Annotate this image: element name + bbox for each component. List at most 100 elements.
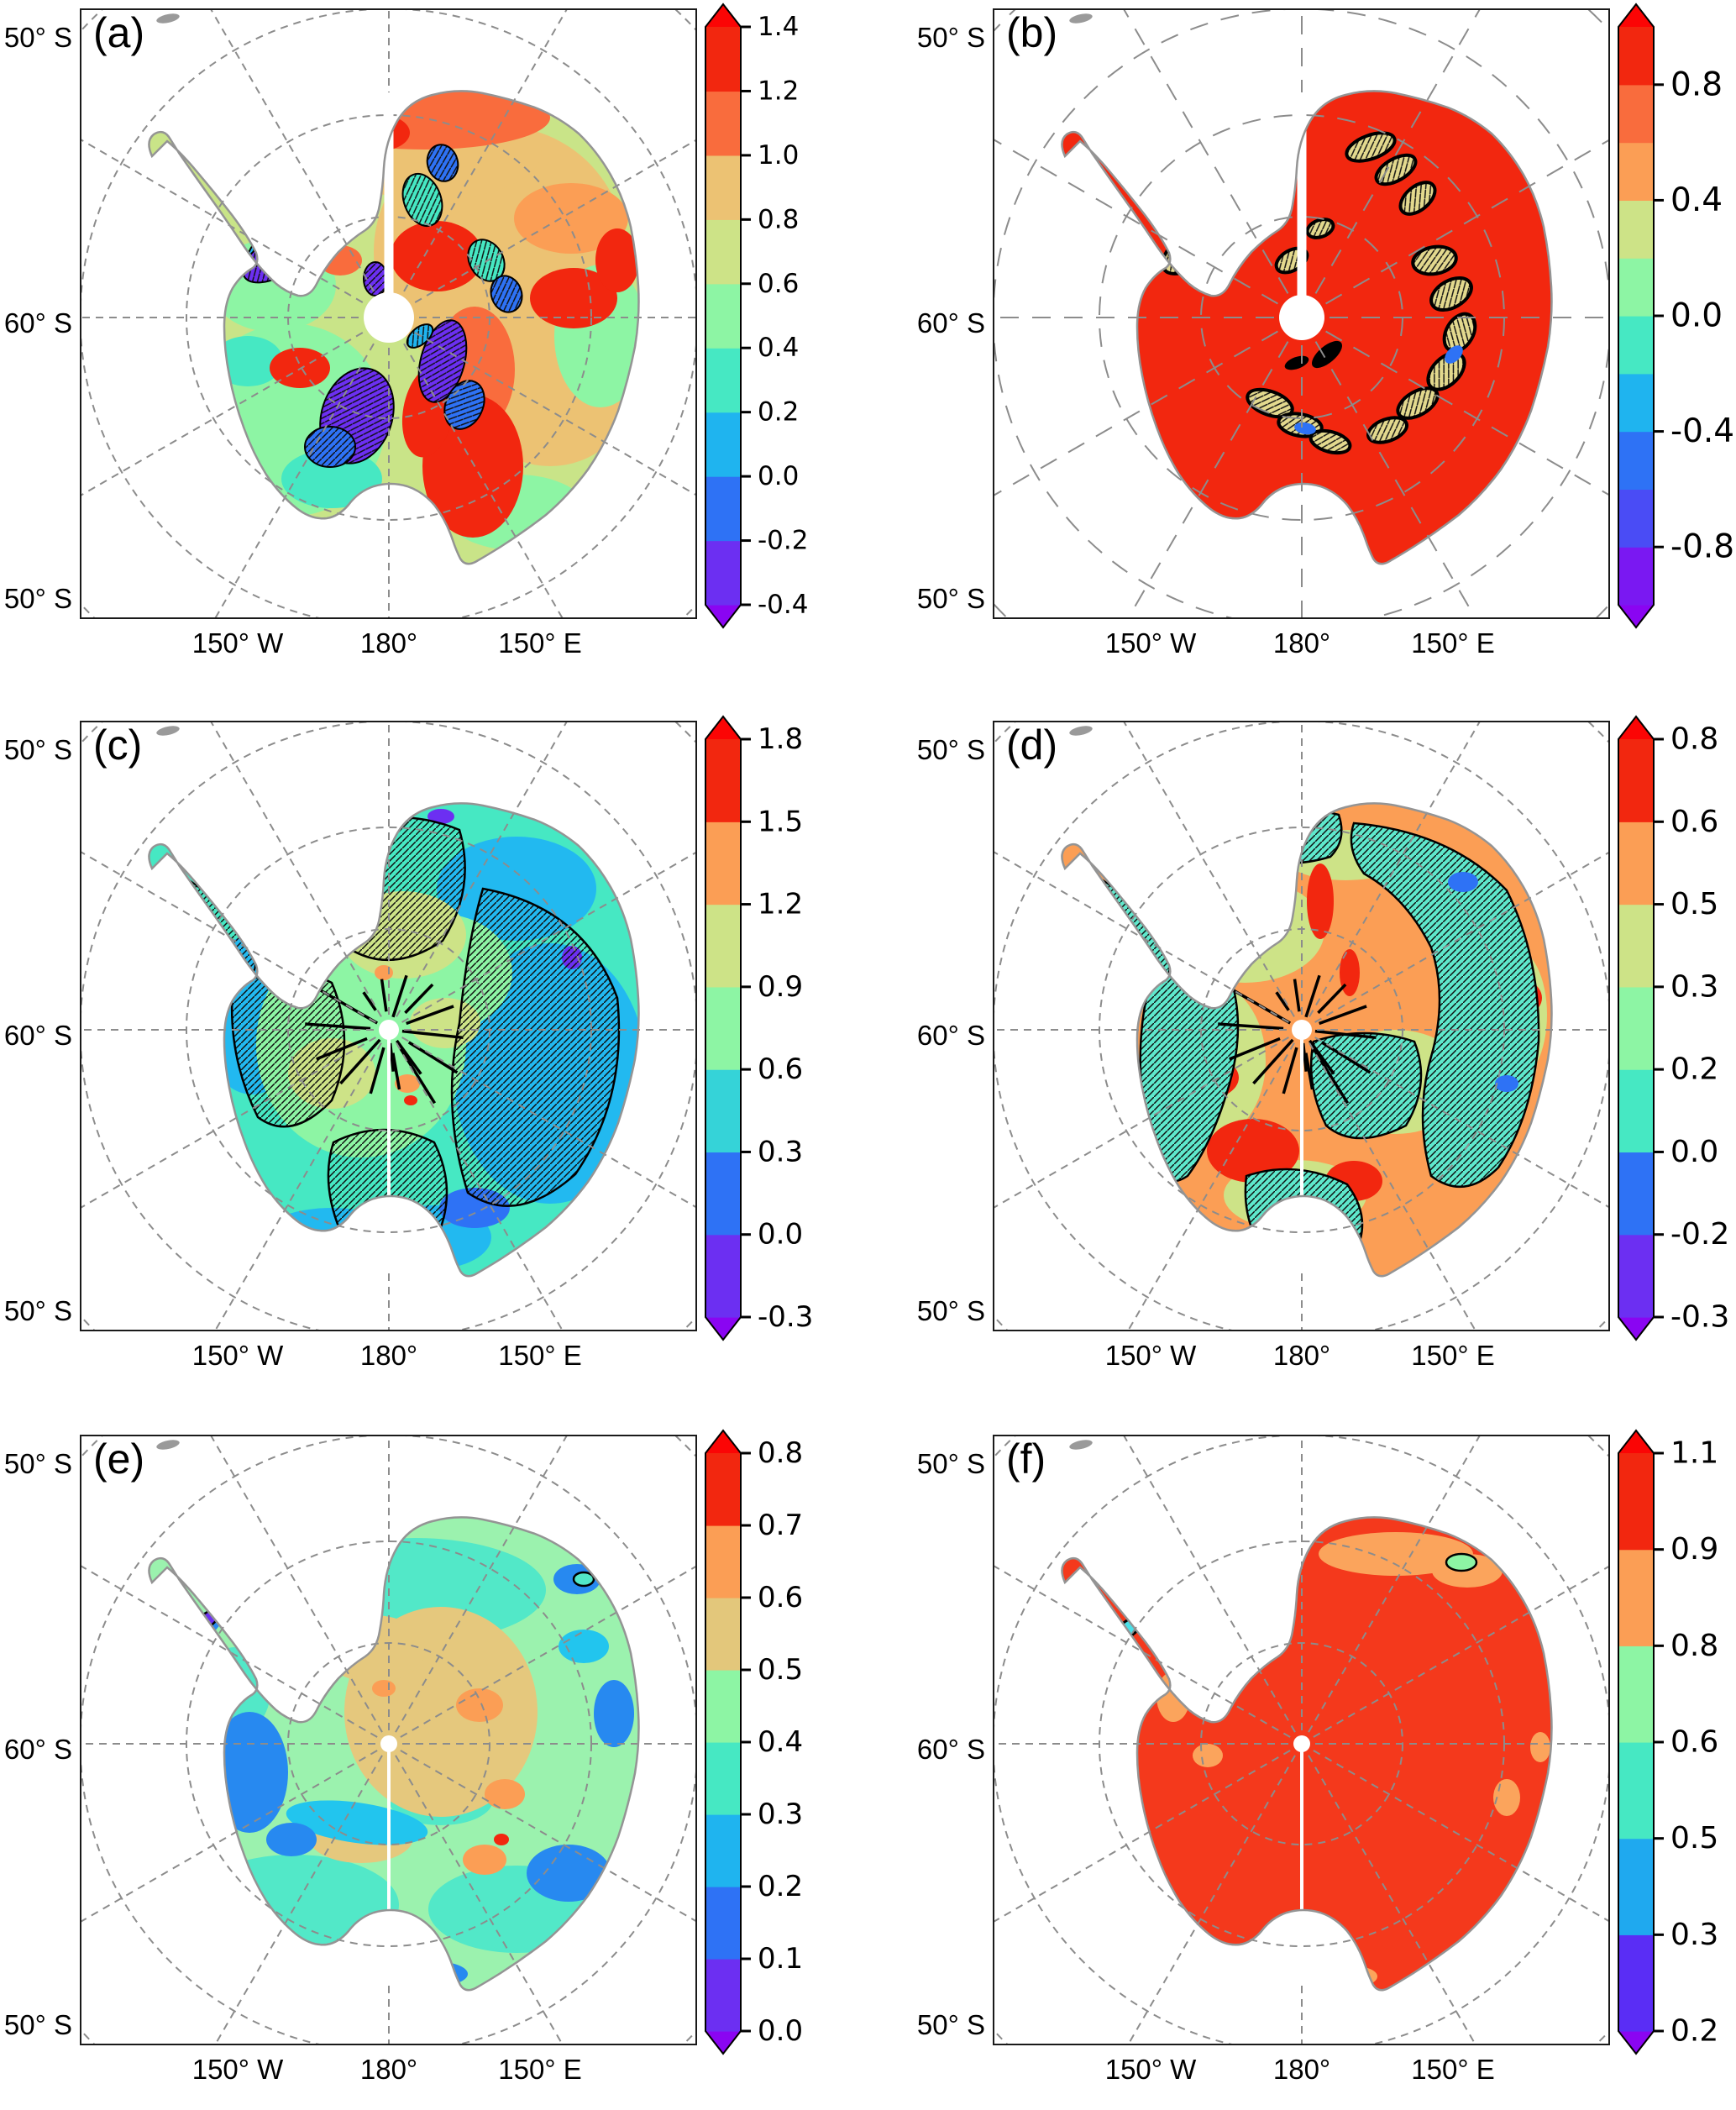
x-tick-label: 150° W (1104, 627, 1197, 659)
colorbar-tick-label: 0.2 (758, 397, 799, 428)
y-tick-label: 50° S (916, 583, 985, 614)
meridian-gap (1300, 1744, 1303, 1983)
colorbar-segment (705, 1453, 741, 1526)
colorbar-bottom-arrow (1618, 605, 1654, 627)
colorbar-tick-label: -0.8 (1670, 528, 1734, 566)
colorbar-top-arrow (1618, 1430, 1654, 1453)
colorbar-tick-label: 0.6 (758, 1052, 803, 1086)
colorbar-segment (1618, 1742, 1654, 1840)
colorbar-top-arrow (705, 4, 741, 27)
colorbar-tick-label: 1.2 (758, 888, 803, 921)
colorbar-segment (705, 986, 741, 1070)
panel-border (993, 1435, 1610, 2045)
y-tick-label: 50° S (916, 734, 985, 765)
colorbar-tick-label: 0.0 (1670, 297, 1723, 335)
meridian-gap (387, 1744, 391, 1983)
colorbar-b: -0.8 -0.4 0.0 0.4 0.8 (1618, 3, 1734, 629)
colorbar-segment (1618, 431, 1654, 490)
y-tick-label: 60° S (916, 1020, 985, 1051)
panel-letter-e: (e) (93, 1436, 145, 1483)
colorbar-bottom-arrow (705, 2031, 741, 2054)
prime-meridian-gap (1297, 92, 1307, 318)
colorbar-segment (1618, 373, 1654, 433)
colorbar-top-arrow (705, 716, 741, 739)
island (1069, 726, 1093, 736)
y-tick-label: 60° S (3, 1734, 72, 1765)
colorbar-wrap-f: 0.2 0.3 0.5 0.6 0.8 0.9 1.1 (1617, 1428, 1736, 2064)
colorbar-segment (705, 1742, 741, 1815)
colorbar-tick-label: 1.4 (758, 12, 799, 42)
colorbar-segment (1618, 1645, 1654, 1743)
y-tick-label: 50° S (3, 2009, 72, 2040)
map-plot-b (993, 8, 1610, 619)
colorbar-tick-label: 0.8 (1670, 66, 1723, 103)
colorbar-tick-label: 0.5 (758, 1653, 803, 1687)
colorbar-tick-label: 0.4 (1670, 181, 1723, 219)
colorbar-tick-label: 0.0 (758, 461, 799, 491)
colorbar-tick-label: 0.0 (758, 1218, 803, 1252)
colorbar-bottom-arrow (705, 1317, 741, 1340)
colorbar-segment (1618, 1152, 1654, 1236)
colorbar-segment (1618, 27, 1654, 86)
y-tick-label: 50° S (3, 583, 72, 614)
colorbar-segment (705, 1959, 741, 2032)
x-tick-label: 180° (359, 1340, 418, 1371)
colorbar-segment (1618, 1838, 1654, 1935)
y-tick-label: 60° S (3, 1020, 72, 1051)
colorbar-tick-label: 1.5 (758, 805, 803, 838)
colorbar-segment (705, 1814, 741, 1887)
colorbar-tick-label: 1.8 (758, 722, 803, 756)
pole-hole (1293, 1735, 1310, 1752)
colorbar-tick-label: 0.0 (1670, 1135, 1718, 1169)
x-tick-label: 150° E (498, 627, 582, 659)
x-tick-label: 150° E (1411, 2054, 1495, 2085)
colorbar-top-arrow (1618, 4, 1654, 27)
colorbar-segment (1618, 1069, 1654, 1153)
colorbar-segment (1618, 986, 1654, 1070)
colorbar-segment (1618, 84, 1654, 144)
colorbar-segment (705, 1069, 741, 1153)
x-tick-label: 150° W (1104, 2054, 1197, 2085)
colorbar-segment (1618, 547, 1654, 606)
colorbar-tick-label: 1.2 (758, 76, 799, 106)
colorbar-segment (1618, 200, 1654, 259)
pole-hole (1292, 1020, 1312, 1040)
colorbar-tick-label: -0.4 (1670, 412, 1734, 450)
colorbar-segment (705, 904, 741, 988)
colorbar-segment (705, 1152, 741, 1236)
colorbar-segment (705, 219, 741, 285)
y-tick-label: 50° S (916, 1448, 985, 1479)
colorbar-tick-label: 0.5 (1670, 887, 1718, 921)
colorbar-segment (1618, 739, 1654, 822)
panel-letter-f: (f) (1006, 1436, 1046, 1483)
colorbar-segment (1618, 142, 1654, 201)
colorbar-tick-label: 0.3 (758, 1798, 803, 1831)
map-plot-d (993, 721, 1610, 1331)
colorbar-segment (705, 155, 741, 220)
colorbar-segment (1618, 821, 1654, 905)
pole-hole (364, 292, 414, 343)
panel-e: 50° S 60° S 50° S (e) 150° W 180° 150° E 0.0 0.1… (0, 1429, 840, 2107)
panel-letter-d: (d) (1006, 722, 1058, 769)
y-tick-label: 60° S (916, 1734, 985, 1765)
colorbar-bottom-arrow (705, 605, 741, 627)
colorbar-wrap-c: -0.3 0.0 0.3 0.6 0.9 1.2 1.5 1.8 (704, 714, 847, 1350)
x-tick-label: 180° (359, 2054, 418, 2085)
colorbar-segment (705, 1598, 741, 1671)
y-tick-label: 50° S (916, 22, 985, 53)
meridian-gap (387, 1030, 391, 1269)
colorbar-segment (705, 739, 741, 822)
colorbar-tick-label: 0.9 (758, 970, 803, 1004)
colorbar-segment (705, 476, 741, 542)
colorbar-bottom-arrow (1618, 1317, 1654, 1340)
panel-d: 50° S 60° S 50° S (d) 150° W 180° 150° E -0.3 -0… (913, 715, 1736, 1393)
colorbar-segment (1618, 1234, 1654, 1318)
colorbar-tick-label: 0.2 (1670, 2014, 1718, 2049)
colorbar-tick-label: 0.8 (758, 1436, 803, 1470)
x-tick-label: 150° E (1411, 627, 1495, 659)
colorbar-d: -0.3 -0.2 0.0 0.2 0.3 0.5 0.6 0.8 (1618, 715, 1729, 1341)
colorbar-tick-label: 1.0 (758, 140, 799, 171)
x-tick-label: 180° (1272, 627, 1331, 659)
map-plot-e (80, 1435, 697, 2045)
map-plot-a (80, 8, 697, 619)
